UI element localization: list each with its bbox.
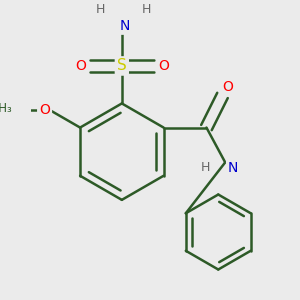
Text: H: H <box>141 3 151 16</box>
Text: H: H <box>200 161 210 174</box>
Text: O: O <box>39 103 50 117</box>
Text: N: N <box>119 19 130 33</box>
Text: N: N <box>228 161 238 175</box>
Text: O: O <box>75 59 86 73</box>
Text: O: O <box>222 80 233 94</box>
Text: O: O <box>158 59 169 73</box>
Text: H: H <box>96 3 105 16</box>
Text: S: S <box>117 58 127 74</box>
Text: CH₃: CH₃ <box>0 102 12 115</box>
